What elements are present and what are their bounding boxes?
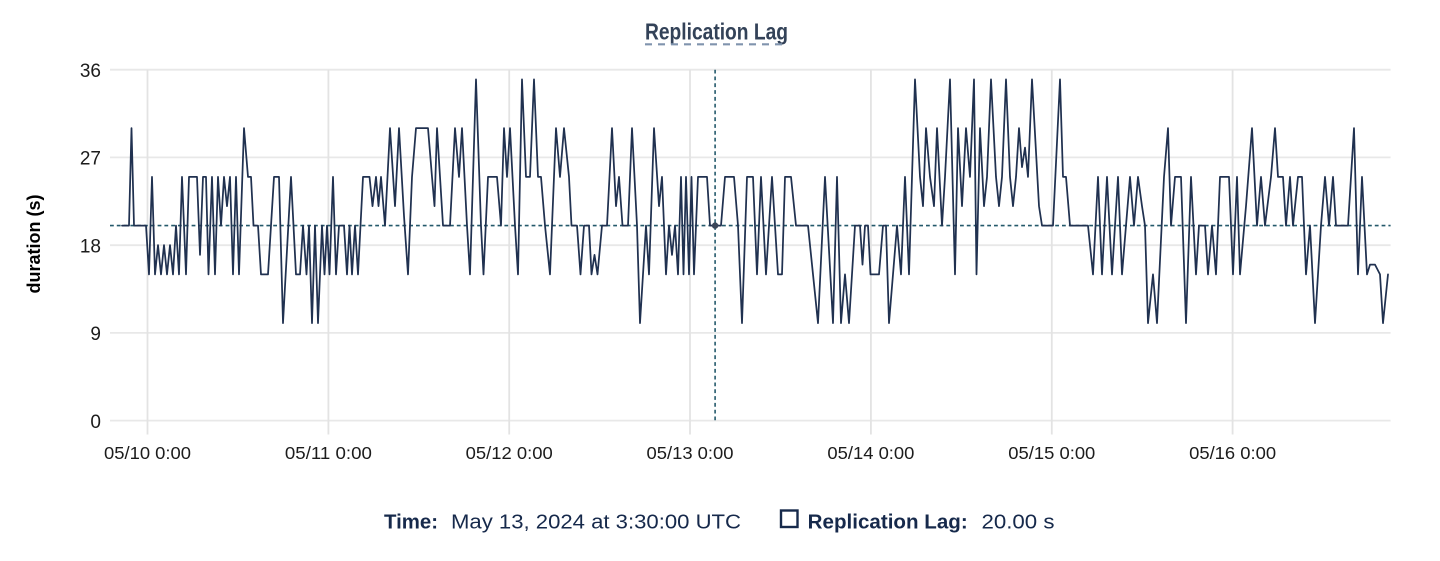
- svg-text:27: 27: [80, 149, 101, 170]
- svg-text:0: 0: [90, 412, 101, 433]
- svg-text:18: 18: [80, 236, 101, 257]
- svg-text:05/10 0:00: 05/10 0:00: [104, 443, 191, 463]
- svg-text:05/16 0:00: 05/16 0:00: [1189, 443, 1276, 463]
- svg-text:05/11 0:00: 05/11 0:00: [285, 443, 372, 463]
- svg-text:05/12 0:00: 05/12 0:00: [466, 443, 553, 463]
- svg-text:05/15 0:00: 05/15 0:00: [1008, 443, 1095, 463]
- svg-text:duration (s): duration (s): [24, 195, 44, 294]
- svg-text:Time:: Time:: [384, 512, 438, 534]
- svg-text:05/13 0:00: 05/13 0:00: [647, 443, 734, 463]
- svg-text:May 13, 2024 at 3:30:00 UTC: May 13, 2024 at 3:30:00 UTC: [451, 512, 741, 534]
- svg-text:05/14 0:00: 05/14 0:00: [827, 443, 914, 463]
- svg-text:20.00 s: 20.00 s: [982, 512, 1055, 534]
- svg-text:Replication Lag:: Replication Lag:: [808, 512, 968, 534]
- svg-text:Replication Lag: Replication Lag: [645, 19, 788, 45]
- svg-text:36: 36: [80, 61, 101, 82]
- svg-text:9: 9: [90, 324, 101, 345]
